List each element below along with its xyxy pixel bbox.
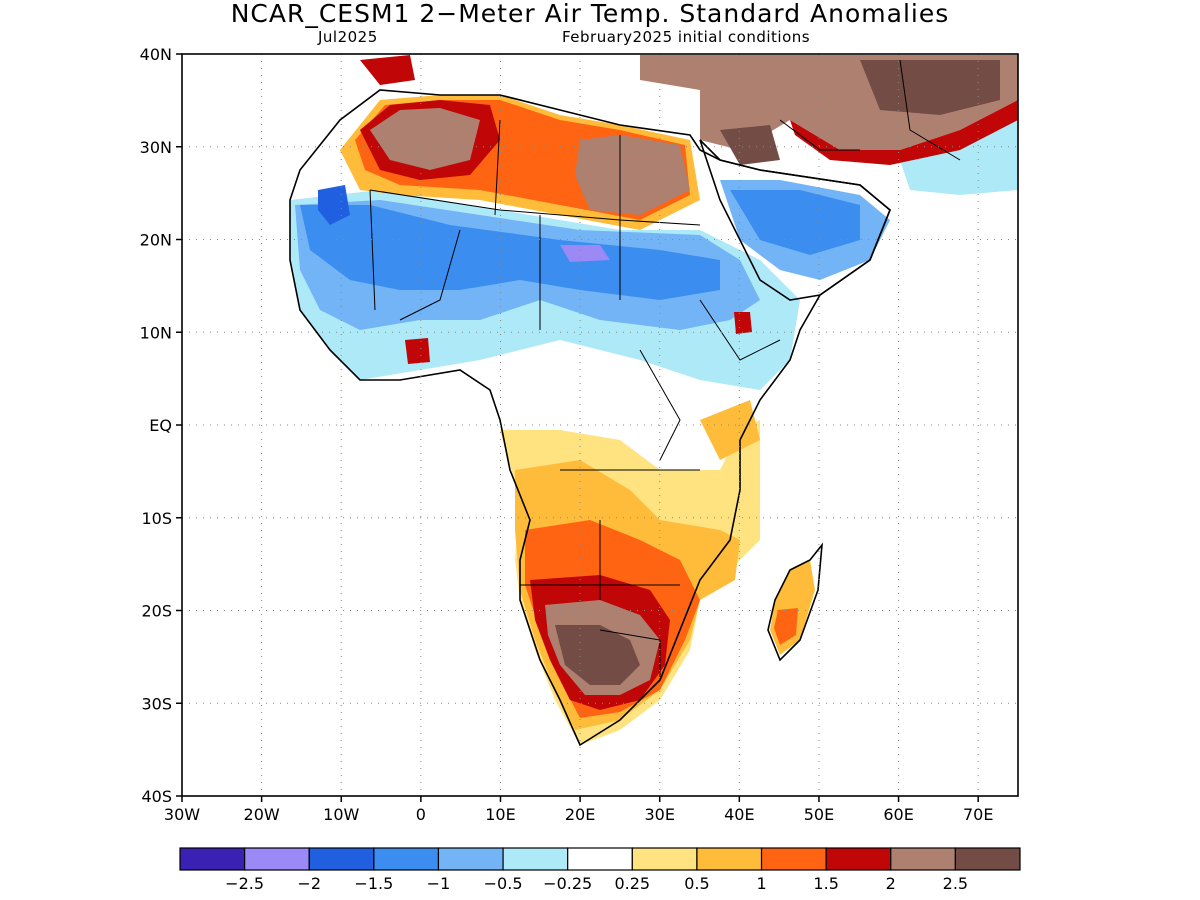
anomaly-region: [370, 108, 480, 170]
lon-tick-label: 10E: [485, 805, 515, 824]
anomaly-region: [720, 125, 780, 165]
colorbar-swatch: [696, 847, 763, 871]
lon-tick-label: 30E: [644, 805, 674, 824]
colorbar-swatch: [760, 847, 827, 871]
madagascar-coastline: [767, 542, 824, 662]
initial-conditions-label: February2025 initial conditions: [562, 28, 811, 46]
lat-tick-label: 40S: [141, 787, 172, 806]
longitude-axis: 30W 20W 10W 0 10E 20E 30E 40E 50E 60E 70E: [164, 796, 993, 824]
lon-tick-label: 0: [416, 805, 426, 824]
colorbar-swatch: [373, 847, 440, 871]
anomaly-region: [318, 185, 350, 225]
anomaly-region: [700, 400, 760, 460]
border-line: [599, 629, 661, 680]
border-line: [494, 119, 501, 216]
lat-tick-label: 20S: [141, 602, 172, 621]
anomaly-region: [734, 312, 752, 334]
lon-tick-label: 20W: [244, 805, 280, 824]
colorbar-label: 0.25: [614, 874, 650, 893]
border-line: [779, 119, 860, 151]
lon-tick-label: 30W: [164, 805, 200, 824]
colorbar-label: −2: [297, 874, 321, 893]
lat-tick-label: 10S: [141, 509, 172, 528]
lat-tick-label: 30N: [140, 138, 172, 157]
anomaly-field: [290, 55, 1018, 745]
colorbar-swatch: [179, 847, 246, 871]
colorbar-swatch: [244, 847, 310, 871]
lon-tick-label: 40E: [724, 805, 754, 824]
map-title: NCAR_CESM1 2−Meter Air Temp. Standard An…: [230, 0, 950, 28]
lat-tick-label: EQ: [149, 416, 172, 435]
colorbar-label: −0.5: [484, 874, 523, 893]
anomaly-region: [774, 608, 798, 645]
colorbar-label: −1: [427, 874, 451, 893]
colorbar-label: −1.5: [354, 874, 393, 893]
colorbar-swatch: [567, 847, 633, 871]
anomaly-region: [555, 625, 640, 685]
colorbar-label: 2: [886, 874, 896, 893]
border-line: [639, 349, 681, 461]
colorbar-swatch: [954, 847, 1021, 871]
anomaly-region: [790, 100, 1018, 165]
border-line: [369, 189, 376, 311]
map-area: [181, 53, 1019, 797]
lon-tick-label: 60E: [883, 805, 913, 824]
anomaly-region: [575, 135, 690, 215]
colorbar-label: −0.25: [543, 874, 592, 893]
border-line: [899, 59, 961, 161]
lon-tick-label: 10W: [323, 805, 359, 824]
colorbar: −2.5 −2 −1.5 −1 −0.5 −0.25 0.25 0.5 1 1.5 2 2.5: [179, 847, 1021, 893]
lon-tick-label: 70E: [963, 805, 993, 824]
colorbar-label: 1: [756, 874, 766, 893]
lat-tick-label: 40N: [140, 45, 172, 64]
lat-tick-label: 10N: [140, 323, 172, 342]
lon-tick-label: 50E: [804, 805, 834, 824]
colorbar-swatch: [825, 847, 892, 871]
colorbar-label: 2.5: [943, 874, 968, 893]
lat-tick-label: 20N: [140, 231, 172, 250]
anomaly-region: [300, 205, 720, 300]
colorbar-swatch: [631, 847, 698, 871]
lat-tick-label: 30S: [141, 694, 172, 713]
arabia-coastline: [699, 139, 891, 301]
anomaly-region: [860, 60, 1000, 115]
anomaly-region: [730, 190, 860, 255]
anomaly-region: [560, 245, 610, 262]
latitude-axis: 40N 30N 20N 10N EQ 10S 20S 30S 40S: [140, 45, 182, 806]
anomaly-region: [405, 338, 430, 364]
colorbar-label: 1.5: [813, 874, 838, 893]
forecast-month: Jul2025: [318, 28, 378, 46]
colorbar-swatch: [308, 847, 375, 871]
coastlines: [289, 89, 891, 747]
colorbar-swatch: [890, 847, 956, 871]
colorbar-label: −2.5: [225, 874, 264, 893]
grid-lines: [182, 54, 1018, 796]
anomaly-region: [360, 55, 415, 85]
colorbar-swatch: [437, 847, 504, 871]
border-line: [699, 299, 781, 361]
colorbar-swatch: [502, 847, 569, 871]
africa-coastline: [289, 89, 891, 747]
border-line: [399, 229, 461, 321]
colorbar-label: 0.5: [684, 874, 709, 893]
lon-tick-label: 20E: [565, 805, 595, 824]
